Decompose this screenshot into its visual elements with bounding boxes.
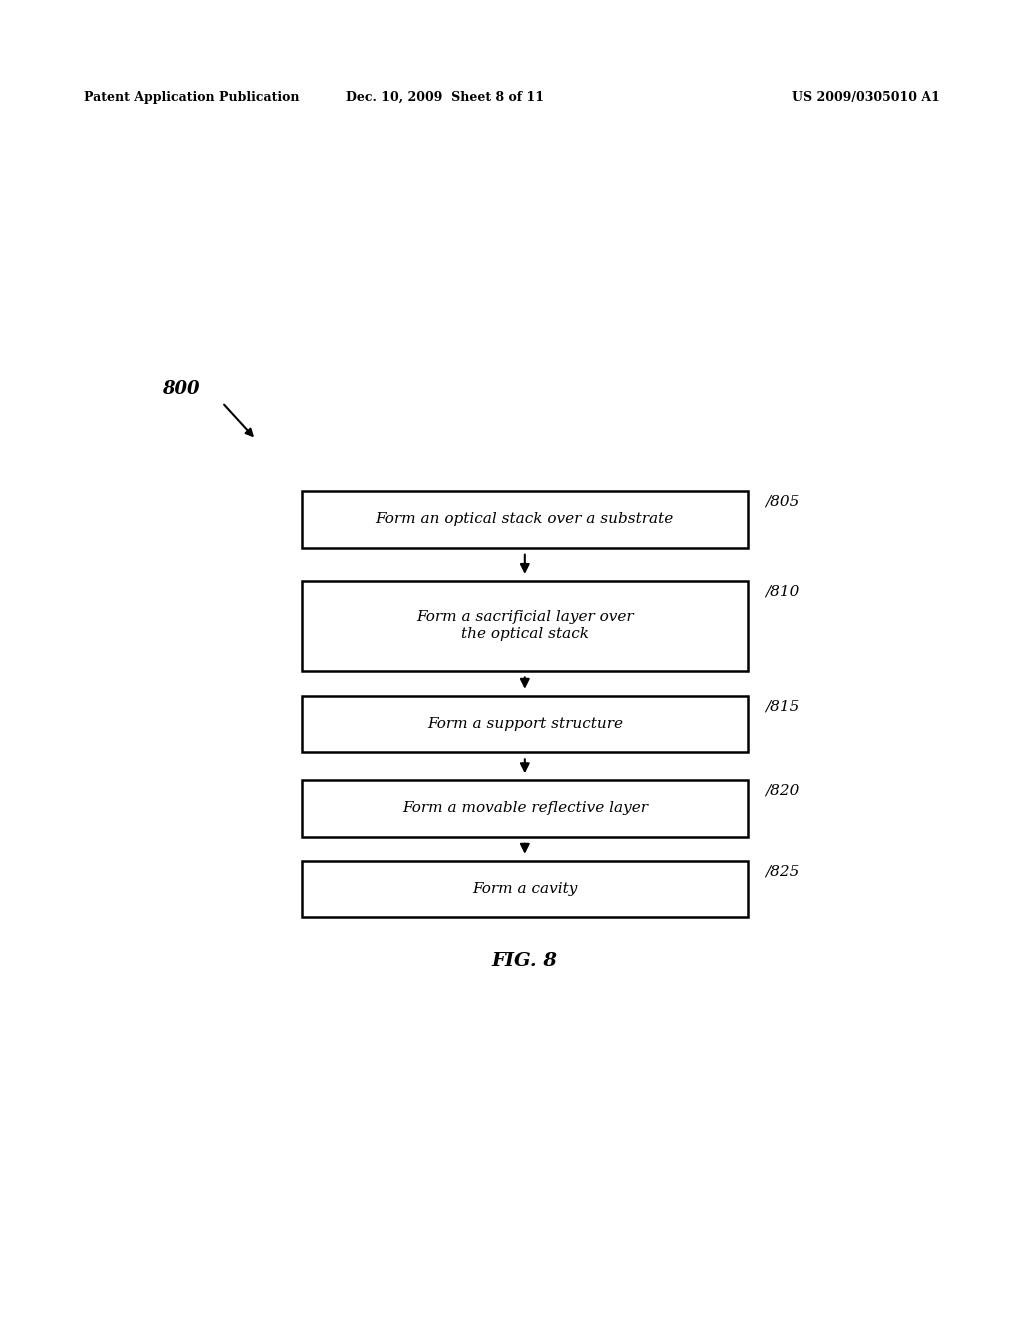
Bar — [302, 861, 748, 917]
Text: Form a support structure: Form a support structure — [427, 717, 623, 731]
Text: Form an optical stack over a substrate: Form an optical stack over a substrate — [376, 512, 674, 527]
Text: ∕820: ∕820 — [765, 784, 800, 799]
Text: US 2009/0305010 A1: US 2009/0305010 A1 — [793, 91, 940, 104]
Text: ∕825: ∕825 — [765, 865, 800, 879]
Text: Form a sacrificial layer over
the optical stack: Form a sacrificial layer over the optica… — [416, 610, 634, 642]
Text: Form a movable reflective layer: Form a movable reflective layer — [401, 801, 648, 816]
Text: Form a cavity: Form a cavity — [472, 882, 578, 896]
Bar — [302, 780, 748, 837]
Text: Dec. 10, 2009  Sheet 8 of 11: Dec. 10, 2009 Sheet 8 of 11 — [346, 91, 545, 104]
Text: Patent Application Publication: Patent Application Publication — [84, 91, 299, 104]
Bar — [302, 581, 748, 671]
Bar — [302, 696, 748, 752]
Text: ∕805: ∕805 — [765, 495, 800, 510]
Bar — [302, 491, 748, 548]
Text: 800: 800 — [162, 380, 200, 399]
Text: ∕815: ∕815 — [765, 700, 800, 714]
Text: FIG. 8: FIG. 8 — [492, 952, 557, 970]
Text: ∕810: ∕810 — [765, 585, 800, 599]
